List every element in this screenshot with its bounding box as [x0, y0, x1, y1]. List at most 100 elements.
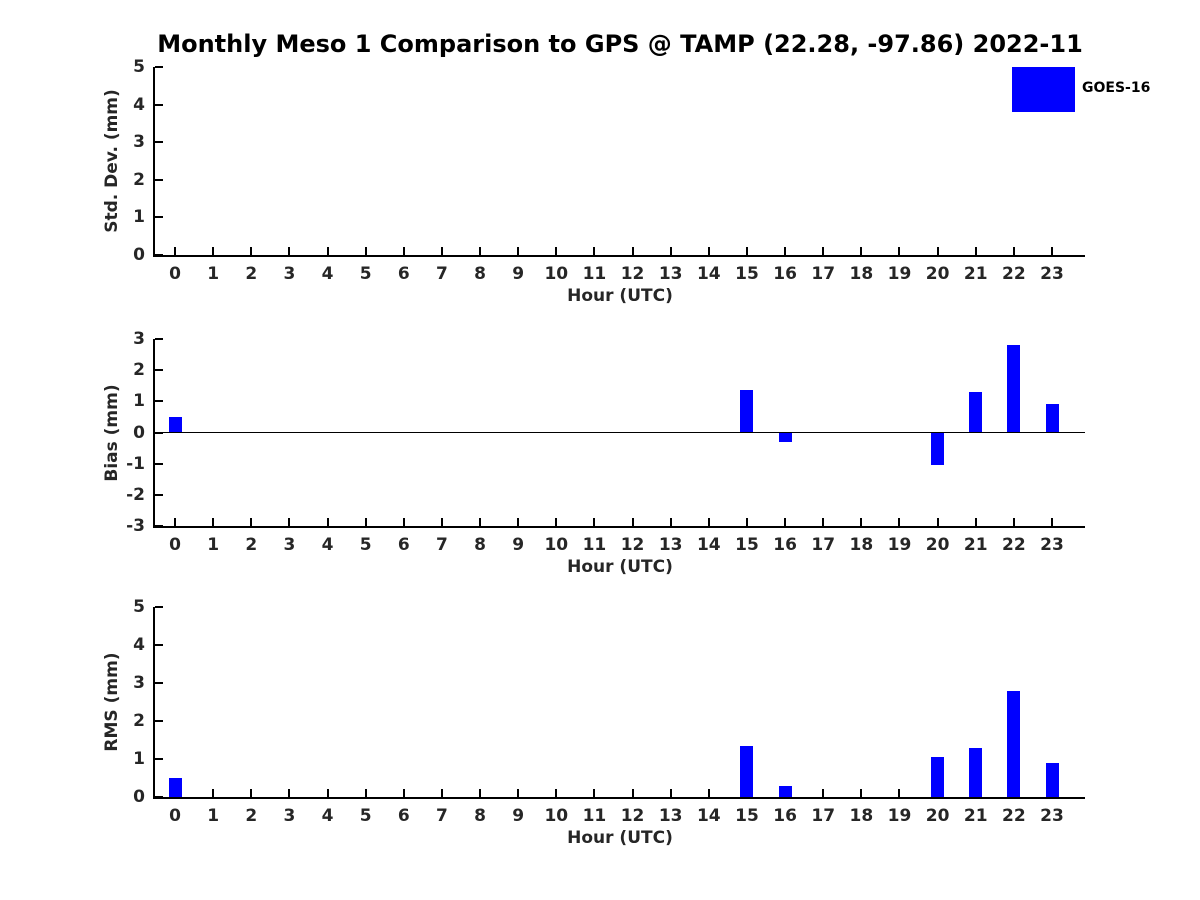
x-tick: [707, 789, 710, 797]
x-tick: [517, 247, 520, 255]
x-tick-label: 19: [887, 535, 912, 555]
x-tick-label: 6: [397, 806, 410, 826]
x-tick: [1051, 518, 1053, 526]
bar-hour-20: [931, 757, 945, 797]
bar-hour-15: [740, 745, 754, 797]
x-tick: [822, 518, 825, 526]
x-tick: [326, 247, 329, 255]
x-tick: [364, 518, 367, 526]
x-axis-label: Hour (UTC): [567, 828, 673, 848]
y-tick: [155, 493, 163, 496]
x-tick: [898, 247, 901, 255]
x-tick: [212, 789, 215, 797]
x-tick: [212, 247, 215, 255]
x-tick-label: 23: [1040, 806, 1064, 826]
x-tick: [936, 518, 939, 526]
bar-hour-23: [1045, 404, 1059, 433]
x-tick-label: 22: [1002, 806, 1026, 826]
x-tick-label: 12: [620, 535, 645, 555]
x-tick-label: 15: [735, 806, 759, 826]
x-tick-label: 16: [773, 264, 797, 284]
bar-hour-23: [1045, 762, 1059, 797]
x-tick: [898, 789, 901, 797]
x-tick: [517, 518, 520, 526]
x-tick: [440, 518, 443, 526]
x-tick: [402, 789, 405, 797]
y-tick: [155, 369, 163, 372]
x-tick: [669, 518, 672, 526]
x-axis-label: Hour (UTC): [567, 557, 673, 577]
x-tick: [631, 789, 634, 797]
x-tick-label: 19: [887, 806, 912, 826]
x-tick-label: 3: [283, 535, 296, 555]
x-tick-label: 0: [169, 264, 181, 284]
y-tick-label: 5: [133, 57, 145, 77]
x-tick: [745, 247, 748, 255]
x-tick: [974, 518, 977, 526]
x-tick: [784, 247, 787, 255]
x-tick-label: 12: [620, 264, 645, 284]
x-tick: [402, 247, 405, 255]
x-tick-label: 1: [207, 806, 220, 826]
y-tick: [155, 758, 163, 760]
bar-hour-16: [778, 432, 792, 442]
y-tick-label: 1: [133, 749, 145, 769]
x-tick-label: 20: [925, 535, 950, 555]
x-tick: [631, 247, 634, 255]
x-tick-label: 23: [1040, 535, 1064, 555]
y-tick: [155, 216, 163, 219]
x-tick-label: 18: [849, 806, 874, 826]
x-tick-label: 19: [887, 264, 912, 284]
y-tick-label: 1: [133, 207, 145, 228]
x-tick: [669, 789, 672, 797]
y-tick-label: 3: [133, 673, 145, 693]
y-tick-label: 1: [133, 391, 145, 412]
y-tick: [155, 796, 163, 798]
x-tick-label: 18: [849, 535, 874, 555]
bar-hour-21: [969, 747, 983, 797]
x-axis-spine: [153, 255, 1085, 257]
x-tick-label: 4: [321, 806, 334, 826]
x-axis-label: Hour (UTC): [567, 286, 673, 306]
x-tick-label: 23: [1040, 264, 1064, 284]
x-tick-label: 11: [582, 535, 607, 555]
x-tick: [174, 247, 176, 255]
x-tick-label: 8: [474, 535, 486, 555]
y-tick: [155, 462, 163, 465]
y-tick-label: 2: [133, 711, 145, 731]
y-tick-label: -3: [126, 516, 145, 536]
x-tick-label: 13: [658, 264, 683, 284]
x-tick: [860, 789, 863, 797]
y-tick: [155, 103, 163, 106]
x-tick-label: 0: [169, 535, 181, 555]
x-tick-label: 14: [696, 264, 721, 284]
x-tick-label: 9: [512, 535, 525, 555]
x-tick: [1012, 247, 1015, 255]
x-tick: [402, 518, 405, 526]
y-tick: [155, 644, 163, 646]
legend-swatch-goes16: [1012, 67, 1075, 112]
chart-title: Monthly Meso 1 Comparison to GPS @ TAMP …: [157, 30, 1083, 58]
y-tick-label: 3: [133, 132, 145, 153]
y-tick-label: -1: [126, 453, 145, 474]
x-axis-spine: [153, 526, 1085, 528]
x-tick-label: 6: [397, 264, 410, 284]
bar-hour-21: [969, 391, 983, 433]
x-tick: [1051, 247, 1053, 255]
x-tick-label: 9: [512, 264, 525, 284]
x-tick-label: 7: [435, 535, 448, 555]
y-tick-label: 4: [133, 94, 145, 115]
x-tick: [707, 518, 710, 526]
legend-label-goes16: GOES-16: [1082, 80, 1151, 96]
x-tick-label: 17: [811, 806, 836, 826]
x-tick-label: 0: [169, 806, 181, 826]
x-tick: [517, 789, 520, 797]
x-tick: [822, 789, 825, 797]
x-tick-label: 22: [1002, 535, 1026, 555]
x-tick-label: 21: [963, 806, 988, 826]
x-tick: [784, 518, 787, 526]
x-tick: [250, 247, 253, 255]
y-tick-label: 2: [133, 169, 145, 190]
y-tick-label: 3: [133, 329, 145, 349]
x-tick-label: 16: [773, 806, 797, 826]
